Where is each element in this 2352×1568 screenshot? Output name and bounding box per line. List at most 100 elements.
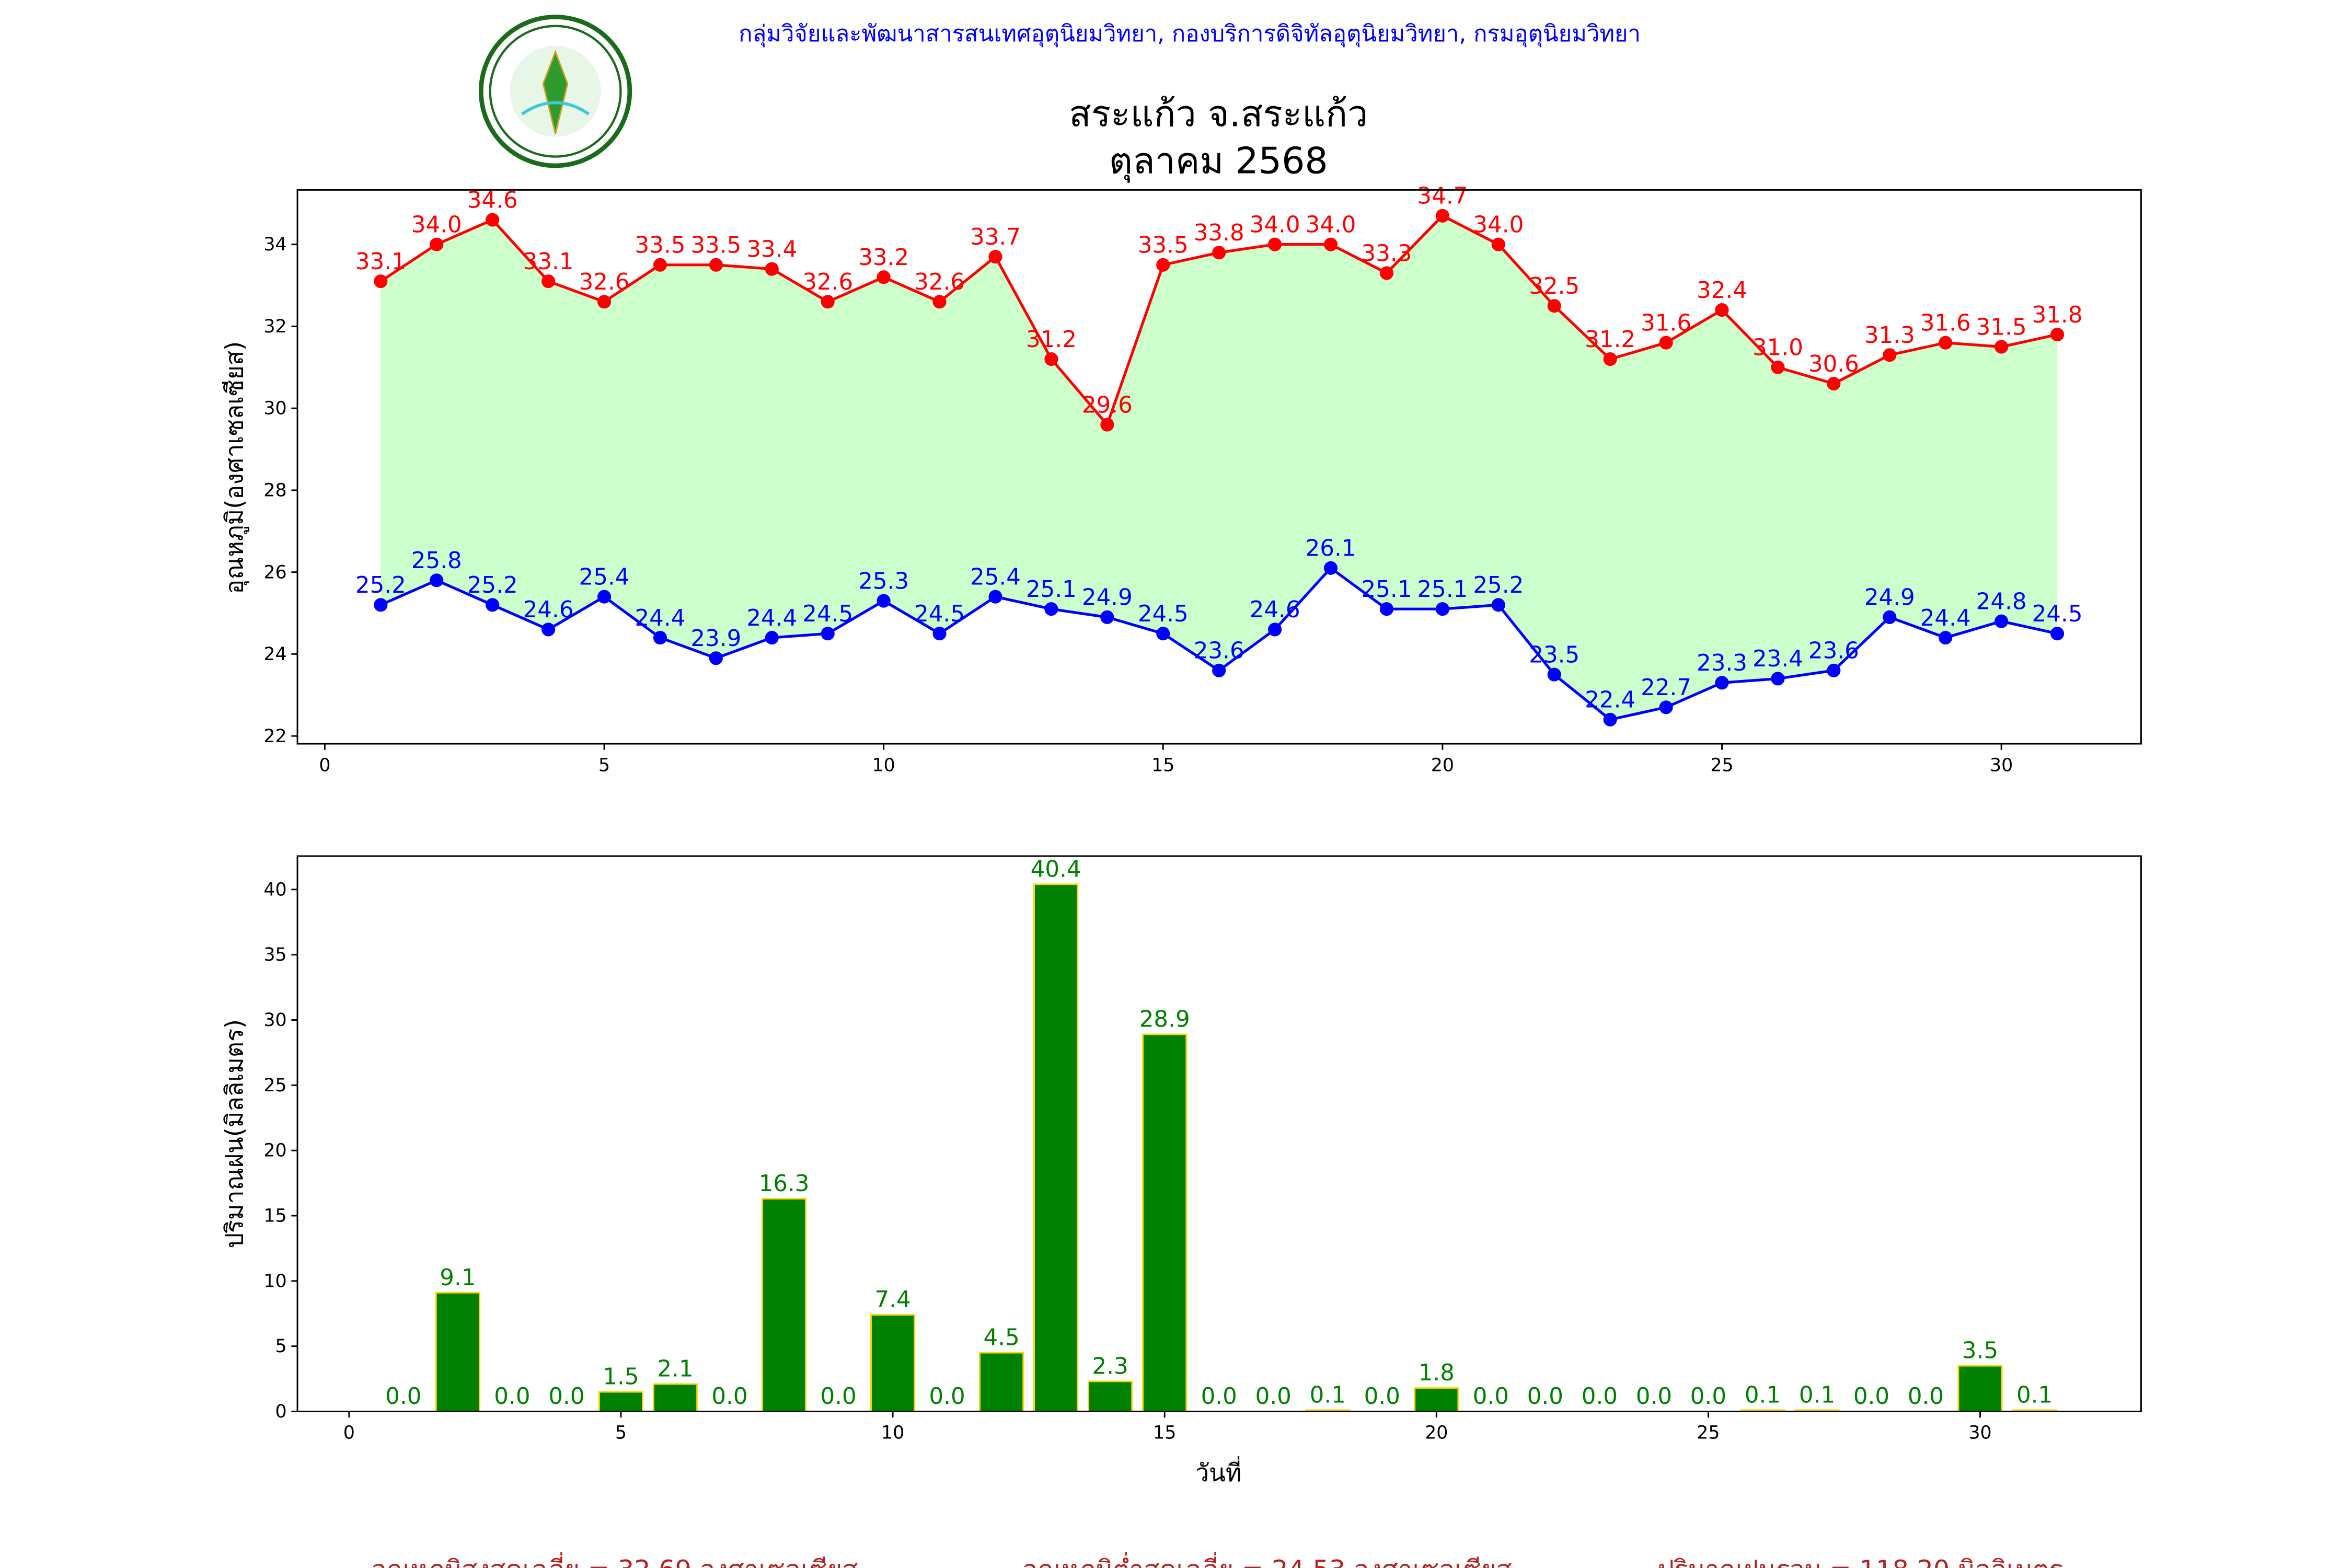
- temp-min-point: [2050, 627, 2065, 641]
- temp-max-value-label: 34.0: [1473, 212, 1524, 238]
- temp-min-point: [765, 630, 779, 645]
- temp-max-value-label: 31.6: [1641, 310, 1691, 337]
- rain-value-label: 0.0: [1636, 1383, 1672, 1410]
- temp-max-point: [1044, 352, 1058, 366]
- rain-x-tick-label: 10: [881, 1423, 904, 1444]
- temperature-chart: 0 5 10 15 20 25 302224262830323433.134.034.633…: [263, 183, 2142, 776]
- temp-min-point: [1100, 610, 1114, 624]
- rain-value-label: 28.9: [1139, 1006, 1190, 1032]
- temp-max-value-label: 33.2: [858, 245, 909, 271]
- rain-value-label: 9.1: [440, 1265, 476, 1291]
- rain-value-label: 4.5: [984, 1325, 1020, 1351]
- temp-x-tick-label: 30: [1990, 755, 2013, 776]
- footer-avg-max: อุณหภูมิสูงสุดเฉลี่ย = 32.69 องศาเซลเซีย…: [371, 1552, 858, 1568]
- temp-min-point: [1883, 610, 1897, 624]
- rain-value-label: 0.1: [1745, 1382, 1781, 1408]
- temp-max-value-label: 34.7: [1417, 183, 1468, 210]
- rain-y-tick-label: 40: [263, 879, 286, 900]
- temp-min-value-label: 24.8: [1976, 589, 2027, 615]
- temp-max-value-label: 33.4: [746, 236, 797, 262]
- temp-max-value-label: 30.6: [1808, 351, 1859, 377]
- temp-min-value-label: 25.4: [970, 564, 1021, 590]
- temp-max-value-label: 33.8: [1194, 220, 1244, 246]
- rain-y-tick-label: 10: [263, 1271, 286, 1292]
- temp-max-point: [1771, 360, 1785, 374]
- temp-min-value-label: 25.3: [858, 568, 909, 594]
- temp-min-value-label: 23.6: [1194, 638, 1244, 664]
- temp-max-point: [1212, 246, 1226, 260]
- temp-min-point: [821, 627, 835, 641]
- temp-max-value-label: 31.3: [1864, 322, 1915, 349]
- temp-max-point: [1603, 352, 1617, 366]
- temp-min-value-label: 23.5: [1529, 642, 1579, 668]
- rain-bar: [761, 1198, 807, 1412]
- temp-min-value-label: 25.2: [355, 572, 406, 598]
- temp-min-value-label: 25.1: [1362, 577, 1412, 603]
- rainfall-chart: 0 5 10 15 20 25 30 0 5 10 15 20 25 30 35 40 0.0 9.1 0.0 0.0…: [263, 855, 2142, 1444]
- temp-min-point: [932, 627, 947, 641]
- temp-min-value-label: 25.2: [467, 572, 518, 598]
- rain-value-label: 16.3: [759, 1171, 810, 1197]
- rain-value-label: 0.0: [1527, 1383, 1563, 1410]
- temp-max-point: [1883, 348, 1897, 362]
- temp-max-point: [1435, 209, 1449, 223]
- temp-min-value-label: 22.7: [1641, 675, 1691, 701]
- temp-max-point: [877, 270, 891, 284]
- organization-text: กลุ่มวิจัยและพัฒนาสารสนเทศอุตุนิยมวิทยา,…: [739, 21, 1641, 48]
- temp-max-value-label: 31.2: [1585, 327, 1635, 353]
- temp-max-value-label: 33.1: [523, 249, 574, 275]
- rain-y-tick-label: 5: [275, 1336, 287, 1357]
- rain-value-label: 0.1: [2016, 1382, 2053, 1408]
- temp-max-value-label: 32.4: [1697, 278, 1747, 304]
- temp-max-point: [932, 295, 947, 309]
- temp-min-point: [988, 590, 1002, 604]
- temp-min-point: [877, 594, 891, 608]
- rain-y-tick-label: 35: [263, 944, 286, 965]
- temp-min-point: [1156, 627, 1170, 641]
- temp-max-value-label: 32.6: [802, 269, 853, 295]
- footer-avg-min: อุณหภูมิต่ำสุดเฉลี่ย = 24.53 องศาเซลเซีย…: [1022, 1552, 1512, 1568]
- temp-max-value-label: 31.5: [1976, 314, 2027, 340]
- temp-max-value-label: 31.8: [2032, 302, 2083, 328]
- temp-min-value-label: 24.6: [1250, 597, 1300, 623]
- temp-max-value-label: 32.5: [1529, 273, 1579, 299]
- temp-min-point: [1603, 712, 1617, 727]
- rain-y-tick-label: 0: [275, 1401, 287, 1422]
- temp-min-value-label: 25.1: [1026, 577, 1077, 603]
- temp-max-point: [821, 295, 835, 309]
- temp-min-point: [709, 651, 723, 665]
- temp-max-point: [597, 295, 612, 309]
- rain-value-label: 0.0: [1853, 1383, 1889, 1410]
- temp-min-value-label: 24.4: [746, 605, 797, 631]
- rain-x-tick-label: 0: [343, 1423, 355, 1444]
- temp-max-point: [1994, 340, 2009, 354]
- rain-value-label: 0.0: [1908, 1383, 1944, 1410]
- rain-value-label: 2.3: [1092, 1354, 1128, 1380]
- temp-max-point: [709, 258, 723, 272]
- temp-y-tick-label: 24: [263, 644, 286, 665]
- temp-x-tick-label: 20: [1431, 755, 1454, 776]
- temp-min-point: [541, 622, 556, 637]
- temp-min-point: [1212, 663, 1226, 677]
- temp-max-point: [1379, 266, 1394, 280]
- rain-bar: [652, 1383, 698, 1412]
- temp-y-tick-label: 34: [263, 234, 286, 255]
- temp-min-value-label: 23.3: [1697, 650, 1747, 676]
- temp-x-tick-label: 10: [872, 755, 895, 776]
- rain-value-label: 0.0: [1473, 1383, 1509, 1410]
- temp-min-value-label: 24.5: [2032, 601, 2083, 627]
- temp-x-tick-label: 5: [598, 755, 610, 776]
- temp-min-point: [1994, 614, 2009, 628]
- rain-bar: [435, 1292, 480, 1412]
- rain-value-label: 40.4: [1031, 856, 1081, 882]
- temp-min-point: [1939, 630, 1953, 645]
- temp-max-value-label: 33.3: [1362, 240, 1412, 267]
- rain-x-tick-label: 5: [615, 1423, 627, 1444]
- rain-x-tick-label: 15: [1153, 1423, 1176, 1444]
- temp-min-value-label: 24.6: [523, 597, 574, 623]
- temp-min-value-label: 23.4: [1753, 646, 1803, 672]
- rain-plot-frame: [296, 855, 2142, 1412]
- rain-bar: [1957, 1365, 2003, 1412]
- temp-min-value-label: 25.2: [1473, 572, 1524, 598]
